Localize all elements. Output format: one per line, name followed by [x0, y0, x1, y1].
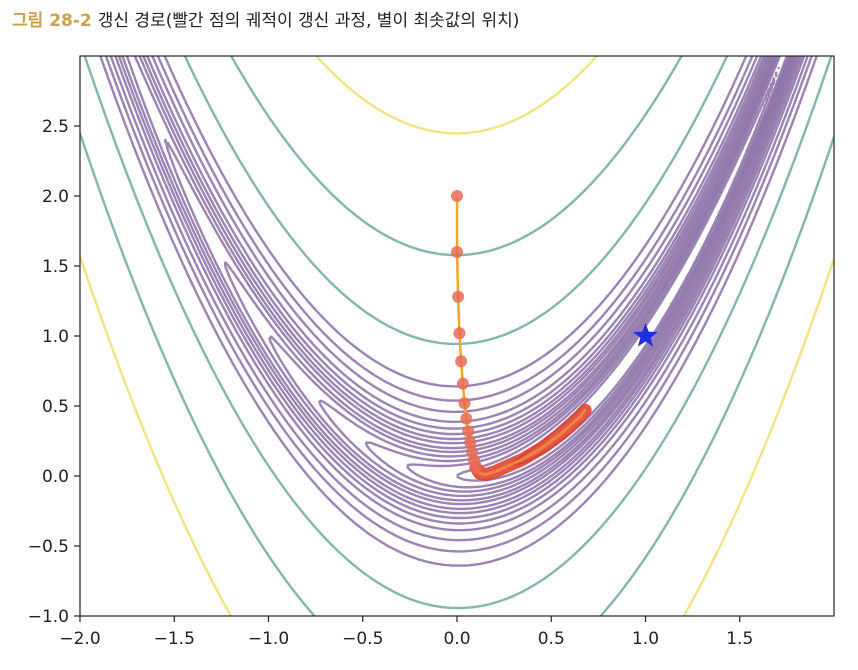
path-point	[456, 377, 469, 390]
update-path	[451, 190, 592, 482]
contour-level-8	[125, 56, 800, 515]
y-axis-ticks: −1.0 −0.5 0.0 0.5 1.0 1.5 2.0 2.5	[28, 117, 80, 627]
contour-level-10	[117, 56, 803, 525]
figure-number: 그림 28-2	[12, 11, 92, 31]
y-tick-label: 1.5	[42, 257, 69, 277]
contour-level-15	[83, 56, 833, 610]
y-tick-label: 1.0	[42, 327, 69, 347]
path-point	[455, 355, 468, 368]
contour-level-16	[80, 56, 834, 616]
x-tick-label: −2.0	[59, 629, 100, 649]
contour-level-4	[318, 56, 793, 498]
contour-level-12	[109, 56, 809, 542]
path-point	[451, 190, 463, 202]
minimum-star-icon	[633, 323, 658, 347]
contour-level-13	[104, 56, 813, 553]
x-tick-label: 0.5	[538, 629, 565, 649]
y-tick-label: −1.0	[28, 607, 69, 627]
contour-level-5	[268, 56, 795, 502]
path-point	[453, 327, 466, 340]
contour-level-17	[80, 56, 834, 616]
figure-caption: 그림 28-2 갱신 경로(빨간 점의 궤적이 갱신 과정, 별이 최솟값의 위치…	[12, 6, 519, 31]
x-tick-label: −1.0	[248, 629, 289, 649]
contour-level-3	[364, 56, 792, 493]
x-tick-label: 1.0	[632, 629, 659, 649]
x-tick-label: −1.5	[154, 629, 195, 649]
path-point	[451, 246, 463, 258]
path-point	[460, 412, 473, 425]
path-dense-center	[474, 408, 587, 477]
path-point	[469, 461, 482, 474]
contour-level-9	[121, 56, 801, 520]
contour-level-1	[456, 56, 789, 482]
x-tick-label: −0.5	[342, 629, 383, 649]
contour-level-14	[99, 56, 818, 567]
y-tick-label: 2.5	[42, 117, 69, 137]
contour-level-11	[114, 56, 806, 532]
y-tick-label: 0.5	[42, 397, 69, 417]
path-point	[452, 290, 465, 303]
path-point	[458, 397, 471, 410]
contour-lines	[80, 56, 834, 616]
y-tick-label: 2.0	[42, 187, 69, 207]
x-tick-label: 1.5	[726, 629, 753, 649]
contour-level-2	[406, 56, 791, 489]
contour-level-6	[224, 56, 796, 506]
contour-level-7	[164, 56, 798, 511]
x-tick-label: 0.0	[443, 629, 470, 649]
x-axis-ticks: −2.0 −1.5 −1.0 −0.5 0.0 0.5 1.0 1.5	[59, 616, 753, 649]
y-tick-label: 0.0	[42, 467, 69, 487]
figure-caption-text: 갱신 경로(빨간 점의 궤적이 갱신 과정, 별이 최솟값의 위치)	[97, 11, 520, 31]
path-point	[462, 425, 475, 438]
path-point	[464, 436, 477, 449]
y-tick-label: −0.5	[28, 537, 69, 557]
minimum-marker	[633, 323, 658, 347]
